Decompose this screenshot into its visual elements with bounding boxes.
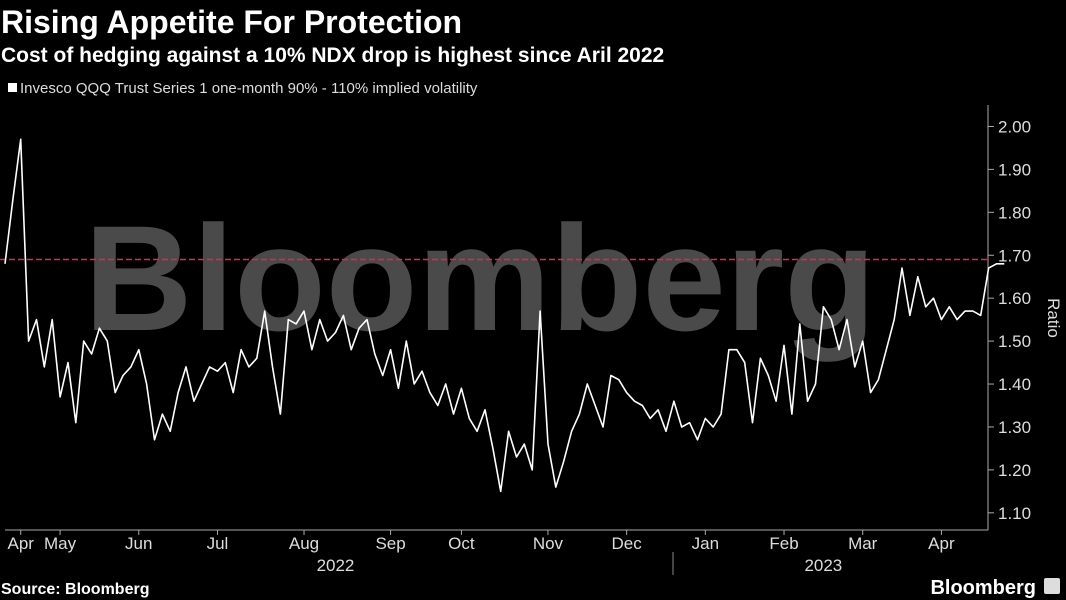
x-tick-label: Aug — [289, 534, 319, 553]
line-series — [4, 138, 1005, 493]
y-tick-label: 1.40 — [998, 375, 1031, 394]
x-tick-label: Dec — [612, 534, 643, 553]
y-tick-label: 1.80 — [998, 203, 1031, 222]
x-tick-label: Oct — [448, 534, 475, 553]
y-tick-label: 2.00 — [998, 117, 1031, 136]
year-label: 2023 — [804, 556, 842, 575]
x-tick-label: Feb — [769, 534, 798, 553]
brand-icon — [1044, 578, 1060, 594]
y-tick-label: 1.20 — [998, 461, 1031, 480]
x-tick-label: Mar — [848, 534, 878, 553]
y-tick-label: 1.50 — [998, 332, 1031, 351]
x-tick-label: Sep — [375, 534, 405, 553]
source: Source: Bloomberg — [1, 581, 149, 598]
brand: Bloomberg — [930, 577, 1036, 599]
y-tick-label: 1.30 — [998, 418, 1031, 437]
x-tick-label: Apr — [8, 534, 35, 553]
y-tick-label: 1.60 — [998, 289, 1031, 308]
y-tick-label: 1.90 — [998, 160, 1031, 179]
x-tick-label: Jul — [207, 534, 229, 553]
year-label: 2022 — [317, 556, 355, 575]
legend-swatch — [8, 83, 17, 92]
y-tick-label: 1.70 — [998, 246, 1031, 265]
x-tick-label: Jan — [692, 534, 719, 553]
x-tick-label: Nov — [533, 534, 564, 553]
y-axis-label: Ratio — [1044, 298, 1063, 338]
legend-label: Invesco QQQ Trust Series 1 one-month 90%… — [20, 80, 478, 97]
x-tick-label: Apr — [928, 534, 955, 553]
watermark: Bloomberg — [84, 194, 876, 362]
x-tick-label: Jun — [125, 534, 152, 553]
chart-title: Rising Appetite For Protection — [1, 4, 462, 40]
chart-subtitle: Cost of hedging against a 10% NDX drop i… — [1, 44, 664, 67]
x-tick-label: May — [44, 534, 77, 553]
y-tick-label: 1.10 — [998, 504, 1031, 523]
